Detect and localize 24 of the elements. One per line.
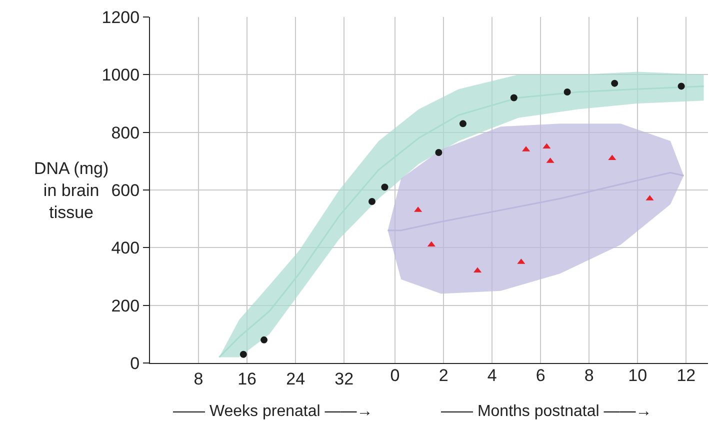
x-tick-label: 16 — [238, 369, 256, 388]
x2-tick-label: 10 — [628, 366, 648, 385]
y-tick-label: 1200 — [102, 8, 140, 27]
point — [240, 350, 247, 358]
point — [381, 184, 388, 191]
y-tick-label: 400 — [111, 238, 140, 258]
x-tick-label: 24 — [286, 369, 306, 388]
y-tick-label: 800 — [111, 123, 140, 142]
x2-tick-label: 2 — [438, 366, 448, 385]
y-tick-label: 1000 — [102, 66, 140, 85]
x2-tick-label: 6 — [536, 366, 546, 385]
x2-tick-label: 0 — [390, 366, 400, 385]
text: —— Months postnatal ——→ — [441, 403, 652, 420]
y-axis-title: DNA (mg) in brain tissue — [34, 159, 109, 222]
y-tick-label: 200 — [111, 296, 140, 316]
x2-tick-label: 4 — [487, 366, 497, 385]
text: —— Weeks prenatal ——→ — [173, 403, 373, 420]
x2-tick-label: 12 — [676, 366, 696, 385]
x-tick-label: 8 — [194, 369, 204, 388]
x-tick-label: 32 — [334, 369, 354, 388]
point — [368, 198, 376, 206]
y-tick-label: 600 — [111, 180, 140, 200]
point — [260, 336, 268, 344]
y-tick-label: 0 — [130, 354, 140, 373]
